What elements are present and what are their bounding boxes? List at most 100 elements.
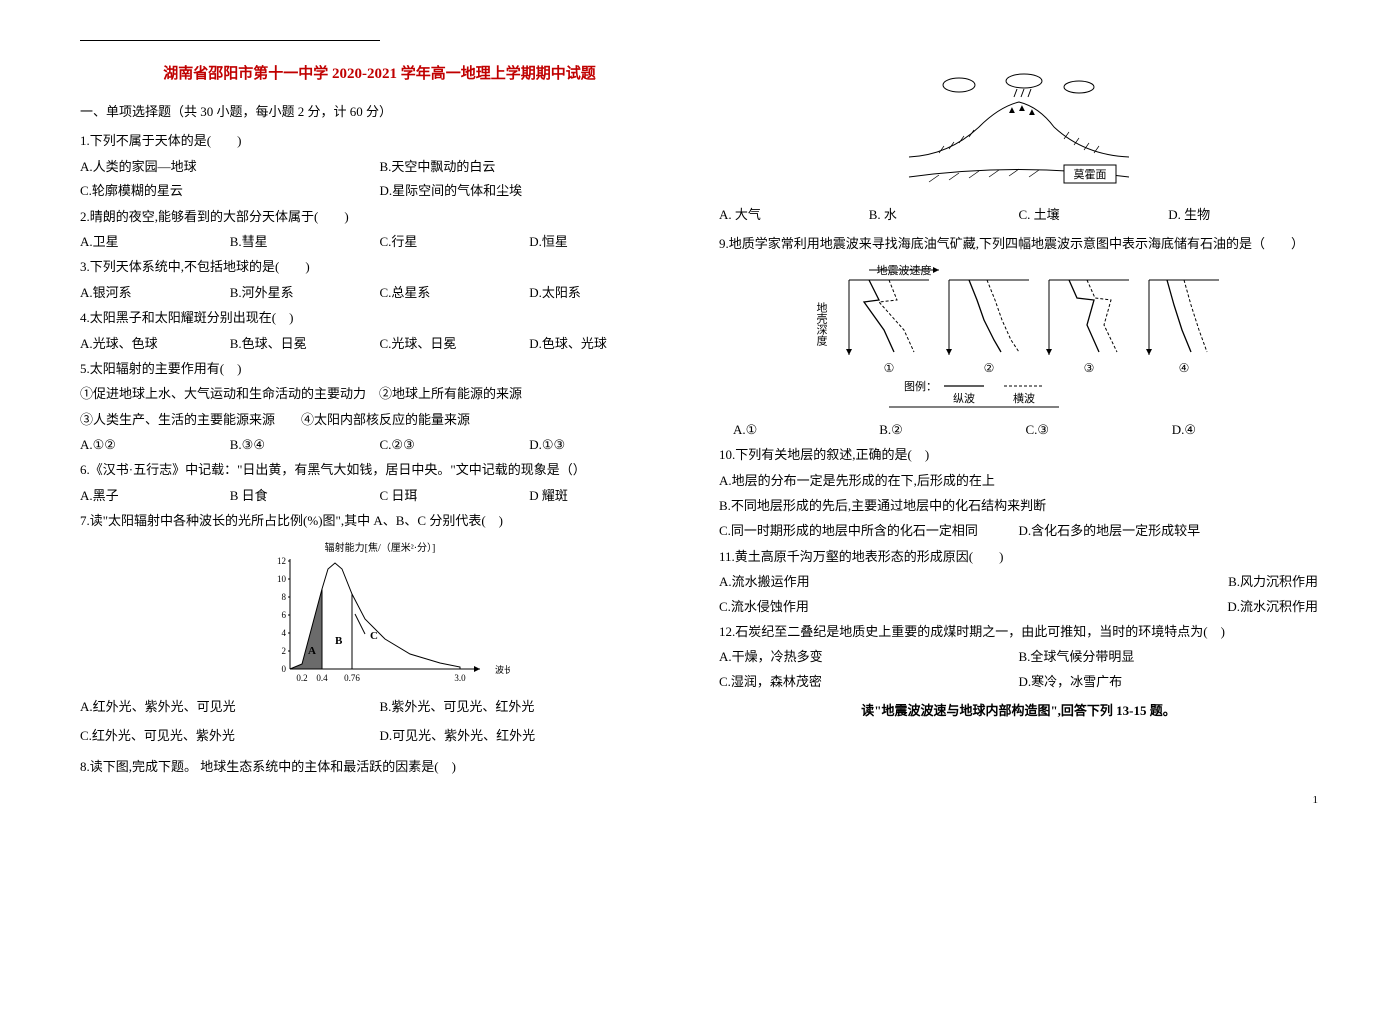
svg-text:④: ④ bbox=[1178, 361, 1189, 375]
svg-text:0: 0 bbox=[281, 664, 286, 674]
radiation-spectrum-chart: 辐射能力[焦/（厘米²·分）] 0 2 4 6 8 10 12 bbox=[250, 539, 510, 689]
q4-opt-b: B.色球、日冕 bbox=[230, 332, 380, 355]
q5-opt-c: C.②③ bbox=[380, 433, 530, 456]
q2-opt-a: A.卫星 bbox=[80, 230, 230, 253]
page-number: 1 bbox=[1313, 791, 1319, 811]
svg-text:8: 8 bbox=[281, 592, 286, 602]
left-column: 湖南省邵阳市第十一中学 2020-2021 学年高一地理上学期期中试题 一、单项… bbox=[80, 61, 679, 781]
q1-opt-b: B.天空中飘动的白云 bbox=[380, 155, 680, 178]
q9-opt-b: B.② bbox=[879, 418, 1025, 441]
svg-text:0.76: 0.76 bbox=[344, 673, 360, 683]
q11-options-2: C.流水侵蚀作用 D.流水沉积作用 bbox=[719, 595, 1318, 618]
q3-opt-d: D.太阳系 bbox=[529, 281, 679, 304]
q4-opt-d: D.色球、光球 bbox=[529, 332, 679, 355]
q8-opt-a: A. 大气 bbox=[719, 203, 869, 226]
q11-opt-b: B.风力沉积作用 bbox=[1019, 570, 1319, 593]
q5-options: A.①② B.③④ C.②③ D.①③ bbox=[80, 433, 679, 456]
q8-stem: 8.读下图,完成下题。 地球生态系统中的主体和最活跃的因素是( ) bbox=[80, 755, 679, 778]
q3-options: A.银河系 B.河外星系 C.总星系 D.太阳系 bbox=[80, 281, 679, 304]
svg-text:4: 4 bbox=[281, 628, 286, 638]
q5-line2: ③人类生产、生活的主要能源来源 ④太阳内部核反应的能量来源 bbox=[80, 408, 679, 431]
q9-opt-c: C.③ bbox=[1026, 418, 1172, 441]
right-column: ▲ ▲ ▲ bbox=[719, 61, 1318, 781]
x-axis-label: 波长(μm) bbox=[495, 664, 510, 675]
q12-options-1: A.干燥，冷热多变 B.全球气候分带明显 bbox=[719, 645, 1318, 668]
header-rule bbox=[80, 40, 380, 41]
q12-opt-c: C.湿润，森林茂密 bbox=[719, 670, 1019, 693]
page: 湖南省邵阳市第十一中学 2020-2021 学年高一地理上学期期中试题 一、单项… bbox=[80, 40, 1318, 781]
q7-opt-b: B.紫外光、可见光、红外光 bbox=[380, 695, 680, 718]
q9-opt-d: D.④ bbox=[1172, 418, 1318, 441]
seismic-wave-panels: 地壳深度 地震波速度 bbox=[809, 262, 1229, 412]
q11-opt-c: C.流水侵蚀作用 bbox=[719, 595, 1019, 618]
q1-opt-c: C.轮廓模糊的星云 bbox=[80, 179, 380, 202]
q11-stem: 11.黄土高原千沟万壑的地表形态的形成原因( ) bbox=[719, 545, 1318, 568]
svg-text:C: C bbox=[370, 630, 378, 642]
q3-stem: 3.下列天体系统中,不包括地球的是( ) bbox=[80, 255, 679, 278]
q10-stem: 10.下列有关地层的叙述,正确的是( ) bbox=[719, 443, 1318, 466]
q1-opt-a: A.人类的家园—地球 bbox=[80, 155, 380, 178]
q2-opt-d: D.恒星 bbox=[529, 230, 679, 253]
q7-opt-d: D.可见光、紫外光、红外光 bbox=[380, 724, 680, 747]
legend-label: 图例： bbox=[904, 379, 937, 393]
q1-opt-d: D.星际空间的气体和尘埃 bbox=[380, 179, 680, 202]
svg-text:2: 2 bbox=[281, 646, 286, 656]
q8-opt-b: B. 水 bbox=[869, 203, 1019, 226]
q10-opt-c: C.同一时期形成的地层中所含的化石一定相同 bbox=[719, 519, 1019, 542]
q1-options-2: C.轮廓模糊的星云 D.星际空间的气体和尘埃 bbox=[80, 179, 679, 202]
svg-text:3.0: 3.0 bbox=[454, 673, 466, 683]
q4-stem: 4.太阳黑子和太阳耀斑分别出现在( ) bbox=[80, 306, 679, 329]
q7-chart: 辐射能力[焦/（厘米²·分）] 0 2 4 6 8 10 12 bbox=[80, 539, 679, 689]
q2-stem: 2.晴朗的夜空,能够看到的大部分天体属于( ) bbox=[80, 205, 679, 228]
q3-opt-b: B.河外星系 bbox=[230, 281, 380, 304]
q7-options-2: C.红外光、可见光、紫外光 D.可见光、紫外光、红外光 bbox=[80, 724, 679, 747]
chart-title: 辐射能力[焦/（厘米²·分）] bbox=[324, 541, 435, 554]
q11-opt-a: A.流水搬运作用 bbox=[719, 570, 1019, 593]
q9-opt-a: A.① bbox=[733, 418, 879, 441]
q10-opt-a: A.地层的分布一定是先形成的在下,后形成的在上 bbox=[719, 469, 1318, 492]
exam-title: 湖南省邵阳市第十一中学 2020-2021 学年高一地理上学期期中试题 bbox=[80, 61, 679, 88]
svg-text:A: A bbox=[308, 645, 316, 657]
q6-opt-a: A.黑子 bbox=[80, 484, 230, 507]
q11-opt-d: D.流水沉积作用 bbox=[1019, 595, 1319, 618]
q4-opt-c: C.光球、日冕 bbox=[380, 332, 530, 355]
q6-opt-b: B 日食 bbox=[230, 484, 380, 507]
svg-text:▲: ▲ bbox=[1017, 103, 1027, 114]
q10-options-cd: C.同一时期形成的地层中所含的化石一定相同 D.含化石多的地层一定形成较早 bbox=[719, 519, 1318, 542]
legend-dash: 横波 bbox=[1013, 391, 1035, 405]
q5-opt-a: A.①② bbox=[80, 433, 230, 456]
q1-stem: 1.下列不属于天体的是( ) bbox=[80, 129, 679, 152]
svg-text:10: 10 bbox=[277, 574, 287, 584]
y-axis-label: 地壳深度 bbox=[815, 301, 828, 346]
q12-stem: 12.石炭纪至二叠纪是地质史上重要的成煤时期之一，由此可推知，当时的环境特点为(… bbox=[719, 620, 1318, 643]
q12-opt-b: B.全球气候分带明显 bbox=[1019, 645, 1319, 668]
q5-opt-b: B.③④ bbox=[230, 433, 380, 456]
q6-opt-c: C 日珥 bbox=[380, 484, 530, 507]
q7-stem: 7.读"太阳辐射中各种波长的光所占比例(%)图",其中 A、B、C 分别代表( … bbox=[80, 509, 679, 532]
q8-opt-d: D. 生物 bbox=[1168, 203, 1318, 226]
q5-opt-d: D.①③ bbox=[529, 433, 679, 456]
q8-options: A. 大气 B. 水 C. 土壤 D. 生物 bbox=[719, 203, 1318, 226]
q8-opt-c: C. 土壤 bbox=[1019, 203, 1169, 226]
svg-text:6: 6 bbox=[281, 610, 286, 620]
svg-text:③: ③ bbox=[1083, 361, 1094, 375]
q6-stem: 6.《汉书·五行志》中记载："日出黄，有黑气大如钱，居日中央。"文中记载的现象是… bbox=[80, 458, 679, 481]
q6-options: A.黑子 B 日食 C 日珥 D 耀斑 bbox=[80, 484, 679, 507]
earth-layers-diagram: ▲ ▲ ▲ bbox=[889, 67, 1149, 197]
q9-diagram: 地壳深度 地震波速度 bbox=[719, 262, 1318, 412]
moho-label: 莫霍面 bbox=[1073, 168, 1106, 181]
svg-text:0.4: 0.4 bbox=[316, 673, 328, 683]
q3-opt-a: A.银河系 bbox=[80, 281, 230, 304]
q10-opt-d: D.含化石多的地层一定形成较早 bbox=[1019, 519, 1319, 542]
svg-text:12: 12 bbox=[277, 556, 286, 566]
q12-options-2: C.湿润，森林茂密 D.寒冷，冰雪广布 bbox=[719, 670, 1318, 693]
q4-options: A.光球、色球 B.色球、日冕 C.光球、日冕 D.色球、光球 bbox=[80, 332, 679, 355]
q2-options: A.卫星 B.彗星 C.行星 D.恒星 bbox=[80, 230, 679, 253]
svg-text:①: ① bbox=[883, 361, 894, 375]
svg-text:②: ② bbox=[983, 361, 994, 375]
svg-text:▲: ▲ bbox=[1007, 105, 1017, 116]
q5-line1: ①促进地球上水、大气运动和生命活动的主要动力 ②地球上所有能源的来源 bbox=[80, 382, 679, 405]
q9-options: A.① B.② C.③ D.④ bbox=[719, 418, 1318, 441]
q7-options-1: A.红外光、紫外光、可见光 B.紫外光、可见光、红外光 bbox=[80, 695, 679, 718]
q12-opt-a: A.干燥，冷热多变 bbox=[719, 645, 1019, 668]
